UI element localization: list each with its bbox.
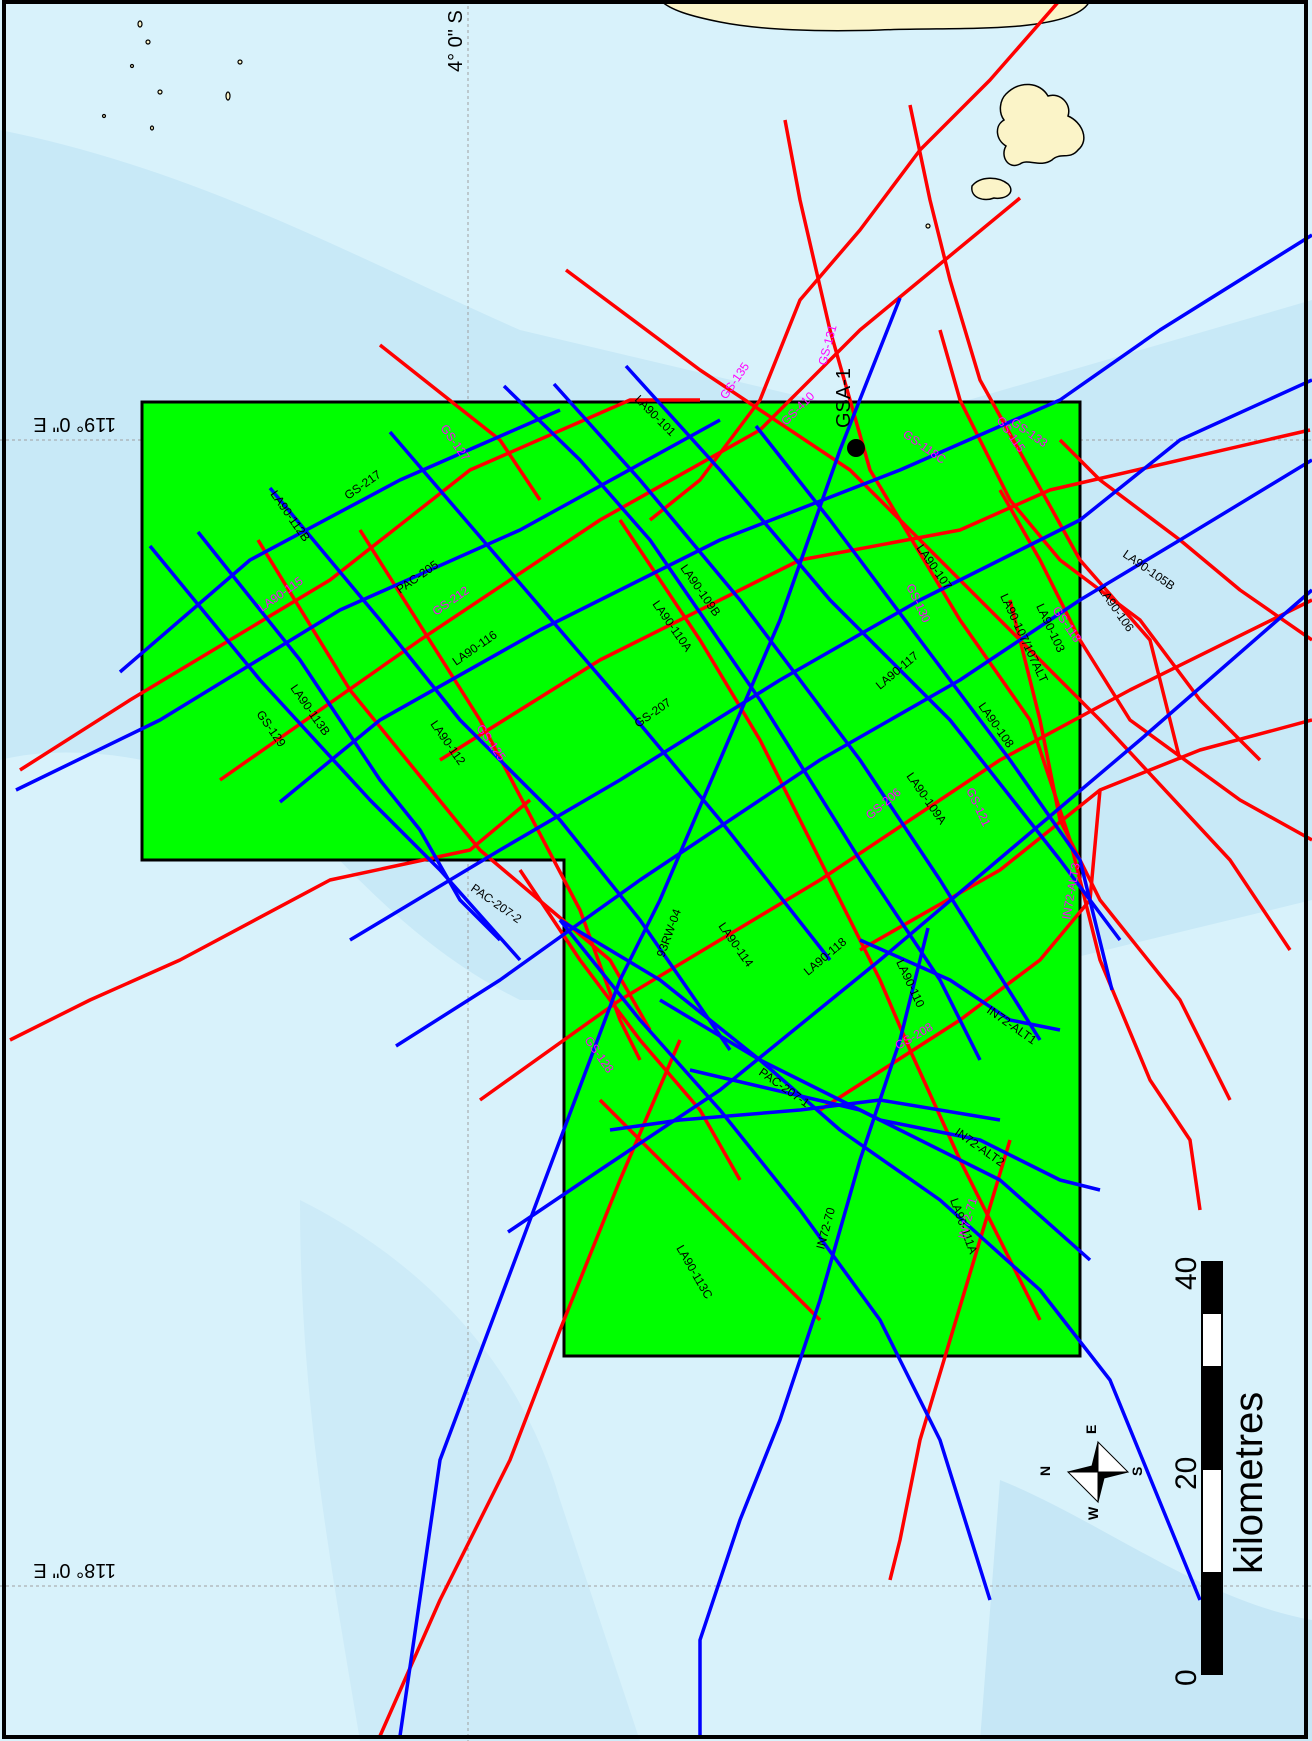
compass-e: E (1083, 1425, 1099, 1434)
scale-bar: 40 20 0 kilometres (1170, 1257, 1271, 1686)
compass-n: N (1037, 1466, 1053, 1476)
well-dot (847, 439, 865, 457)
sea-shade-2 (300, 1200, 640, 1741)
well-label: GSA-1 (833, 368, 855, 428)
longitude-label-118: 118° 0" E (33, 1559, 116, 1581)
license-block (140, 400, 1082, 1358)
scale-unit: kilometres (1227, 1392, 1271, 1574)
island-large (996, 83, 1085, 167)
scale-tick-20: 20 (1170, 1457, 1203, 1490)
sea-shade-3 (980, 1480, 1312, 1741)
seismic-lines-red (9, 0, 1312, 1737)
latitude-label: 4° 0" S (445, 10, 467, 72)
scale-tick-40: 40 (1170, 1257, 1203, 1290)
seismic-lines-blue (15, 233, 1312, 1737)
longitude-label-119: 119° 0" E (33, 413, 116, 435)
compass-w: W (1085, 1506, 1101, 1520)
scale-tick-0: 0 (1170, 1669, 1203, 1686)
compass-s: S (1129, 1467, 1145, 1476)
island-small (971, 177, 1012, 201)
land-mass (658, 0, 1091, 32)
compass-rose: N E S W (1037, 1425, 1145, 1520)
islets (101, 20, 931, 229)
well-marker: GSA-1 (833, 368, 865, 457)
